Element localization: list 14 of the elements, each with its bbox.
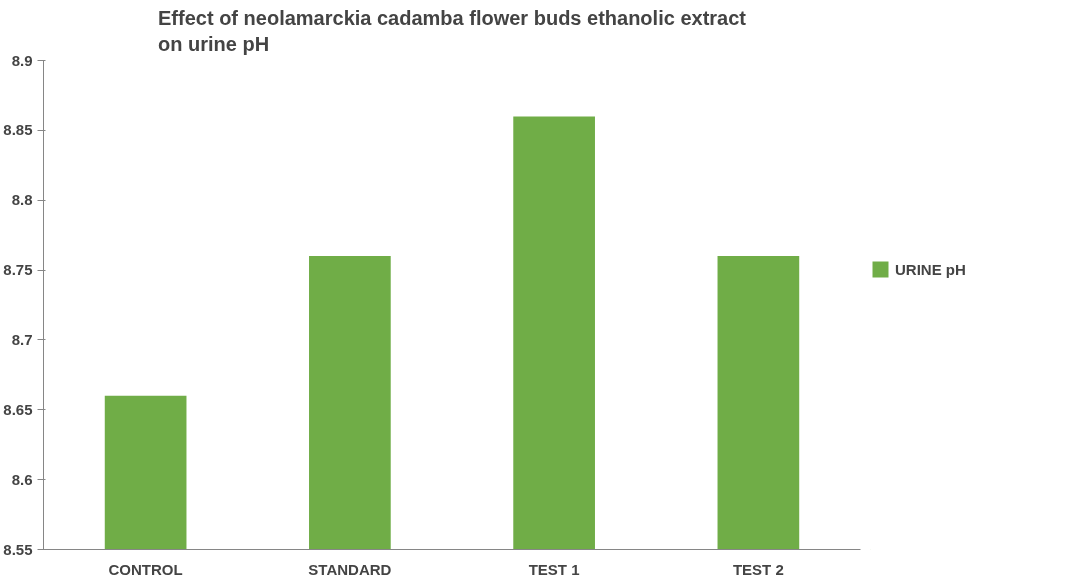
y-tick-label: 8.75 xyxy=(3,261,33,279)
legend-label: URINE pH xyxy=(895,260,966,278)
y-tick-label: 8.85 xyxy=(3,121,33,139)
y-tick-label: 8.55 xyxy=(3,540,33,558)
y-tick-label: 8.9 xyxy=(11,51,33,69)
chart-title: Effect of neolamarckia cadamba flower buds ethanolic extract on urine pH xyxy=(158,7,747,56)
x-tick-label: TEST 2 xyxy=(732,560,784,578)
y-tick-label: 8.65 xyxy=(3,400,33,418)
y-tick-label: 8.8 xyxy=(11,191,33,209)
y-tick-label: 8.7 xyxy=(11,330,33,348)
x-tick-label: STANDARD xyxy=(308,560,392,578)
x-tick-label: TEST 1 xyxy=(528,560,580,578)
x-tick-label: CONTROL xyxy=(108,560,183,578)
y-tick-label: 8.6 xyxy=(11,470,33,488)
